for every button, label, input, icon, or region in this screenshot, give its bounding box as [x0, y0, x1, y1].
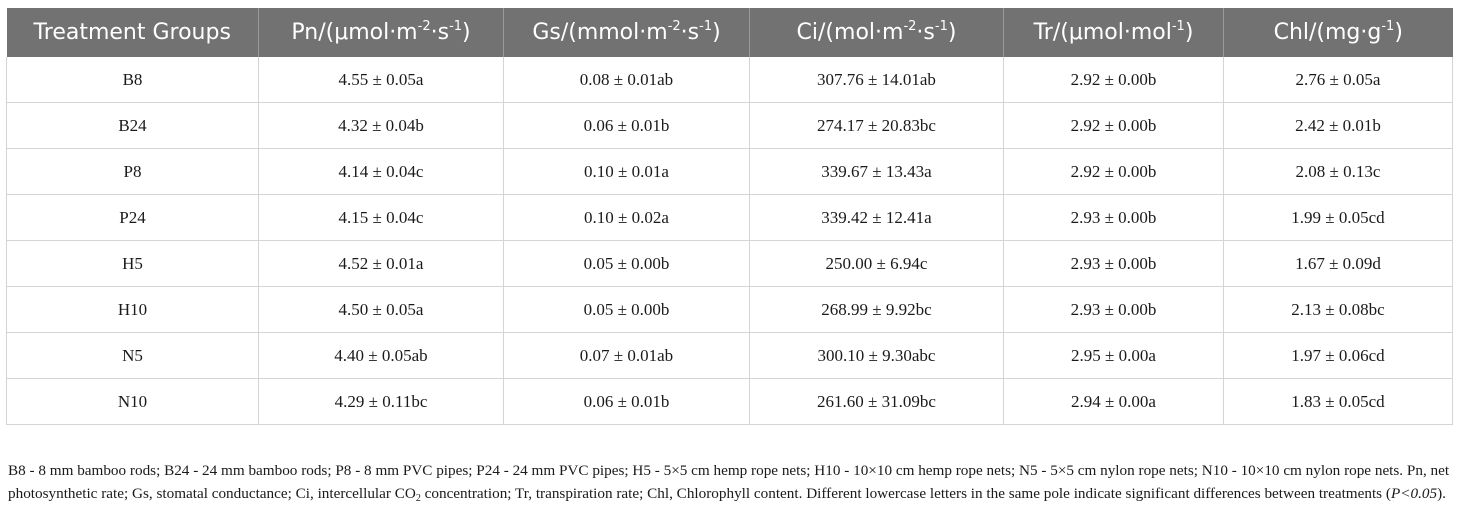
- measurement-cell: 4.40 ± 0.05ab: [258, 332, 504, 379]
- column-header-exponent: -1: [1381, 19, 1395, 34]
- footnote-text-main: B8 - 8 mm bamboo rods; B24 - 24 mm bambo…: [8, 462, 1450, 502]
- column-header-3: Ci/(mol·m-2·s-1): [749, 8, 1004, 57]
- column-header-exponent: -1: [1171, 19, 1185, 34]
- table-body: B8 4.55 ± 0.05a 0.08 ± 0.01ab 307.76 ± 14.0…: [6, 57, 1453, 425]
- column-header-5: Chl/(mg·g-1): [1223, 8, 1453, 57]
- table-row: N5 4.40 ± 0.05ab 0.07 ± 0.01ab 300.10 ± 9.3…: [6, 332, 1453, 379]
- measurement-cell: 2.92 ± 0.00b: [1003, 102, 1224, 149]
- measurement-cell: 4.52 ± 0.01a: [258, 240, 504, 287]
- column-header-exponent: -1: [449, 19, 463, 34]
- measurement-cell: 2.93 ± 0.00b: [1003, 240, 1224, 287]
- column-header-exponent: -2: [417, 19, 431, 34]
- measurement-cell: 0.06 ± 0.01b: [503, 102, 750, 149]
- measurement-cell: 4.50 ± 0.05a: [258, 286, 504, 333]
- footnote-text-continued: concentration; Tr, transpiration rate; C…: [420, 485, 1391, 502]
- column-header-unit-part: ): [1394, 20, 1403, 45]
- column-header-text: Gs/(mmol·m: [532, 20, 668, 45]
- measurement-cell: 0.10 ± 0.02a: [503, 194, 750, 241]
- column-header-unit-part: ): [462, 20, 471, 45]
- column-header-text: Ci/(mol·m: [796, 20, 904, 45]
- measurement-cell: 2.93 ± 0.00b: [1003, 286, 1224, 333]
- measurement-cell: 4.29 ± 0.11bc: [258, 378, 504, 425]
- measurement-cell: 0.08 ± 0.01ab: [503, 57, 750, 103]
- measurement-cell: 4.14 ± 0.04c: [258, 148, 504, 195]
- measurement-cell: 250.00 ± 6.94c: [749, 240, 1004, 287]
- column-header-unit-part: ·s: [916, 20, 935, 45]
- column-header-unit-part: ·s: [430, 20, 450, 45]
- measurement-cell: 0.05 ± 0.00b: [503, 240, 750, 287]
- measurement-cell: 339.42 ± 12.41a: [749, 194, 1004, 241]
- column-header-unit-part: ·s: [680, 20, 700, 45]
- column-header-text: Pn/(μmol·m: [291, 20, 418, 45]
- measurement-cell: 339.67 ± 13.43a: [749, 148, 1004, 195]
- measurement-cell: 2.76 ± 0.05a: [1223, 57, 1453, 103]
- column-header-unit-part: ): [712, 20, 721, 45]
- measurement-cell: 2.92 ± 0.00b: [1003, 148, 1224, 195]
- column-header-4: Tr/(μmol·mol-1): [1003, 8, 1224, 57]
- measurement-cell: 2.95 ± 0.00a: [1003, 332, 1224, 379]
- column-header-2: Gs/(mmol·m-2·s-1): [503, 8, 750, 57]
- table-row: B8 4.55 ± 0.05a 0.08 ± 0.01ab 307.76 ± 14.0…: [6, 57, 1453, 103]
- table-row: H5 4.52 ± 0.01a 0.05 ± 0.00b 250.00 ± 6.94c…: [6, 240, 1453, 287]
- measurement-cell: 1.67 ± 0.09d: [1223, 240, 1453, 287]
- treatment-group-cell: B24: [6, 102, 259, 149]
- table-row: P8 4.14 ± 0.04c 0.10 ± 0.01a 339.67 ± 13.43…: [6, 148, 1453, 195]
- treatment-group-cell: P8: [6, 148, 259, 195]
- table-row: P24 4.15 ± 0.04c 0.10 ± 0.02a 339.42 ± 12.4…: [6, 194, 1453, 241]
- results-table-container: Treatment Groups Pn/(μmol·m-2·s-1) Gs/(mmo…: [6, 8, 1453, 425]
- column-header-text: Chl/(mg·g: [1273, 20, 1382, 45]
- footnote-closing: ).: [1437, 485, 1446, 502]
- column-header-exponent: -1: [699, 19, 713, 34]
- measurement-cell: 1.99 ± 0.05cd: [1223, 194, 1453, 241]
- measurement-cell: 0.10 ± 0.01a: [503, 148, 750, 195]
- column-header-1: Pn/(μmol·m-2·s-1): [258, 8, 504, 57]
- measurement-cell: 4.32 ± 0.04b: [258, 102, 504, 149]
- p-value: P<0.05: [1390, 485, 1438, 502]
- measurement-cell: 307.76 ± 14.01ab: [749, 57, 1004, 103]
- treatment-group-cell: B8: [6, 57, 259, 103]
- column-header-0: Treatment Groups: [6, 8, 259, 57]
- treatment-group-cell: N5: [6, 332, 259, 379]
- table-row: B24 4.32 ± 0.04b 0.06 ± 0.01b 274.17 ± 20.8…: [6, 102, 1453, 149]
- measurement-cell: 0.07 ± 0.01ab: [503, 332, 750, 379]
- measurement-cell: 268.99 ± 9.92bc: [749, 286, 1004, 333]
- measurement-cell: 4.15 ± 0.04c: [258, 194, 504, 241]
- column-header-text: Tr/(μmol·mol: [1033, 20, 1172, 45]
- results-table: Treatment Groups Pn/(μmol·m-2·s-1) Gs/(mmo…: [6, 8, 1453, 425]
- table-row: N10 4.29 ± 0.11bc 0.06 ± 0.01b 261.60 ± 31.…: [6, 378, 1453, 425]
- header-row: Treatment Groups Pn/(μmol·m-2·s-1) Gs/(mmo…: [6, 8, 1453, 57]
- treatment-group-cell: H10: [6, 286, 259, 333]
- column-header-unit-part: ): [1184, 20, 1194, 45]
- measurement-cell: 1.97 ± 0.06cd: [1223, 332, 1453, 379]
- treatment-group-cell: P24: [6, 194, 259, 241]
- column-header-text: Treatment Groups: [33, 20, 231, 45]
- measurement-cell: 2.94 ± 0.00a: [1003, 378, 1224, 425]
- measurement-cell: 261.60 ± 31.09bc: [749, 378, 1004, 425]
- measurement-cell: 2.42 ± 0.01b: [1223, 102, 1453, 149]
- column-header-exponent: -1: [934, 19, 948, 34]
- measurement-cell: 2.08 ± 0.13c: [1223, 148, 1453, 195]
- co2-subscript: 2: [415, 493, 421, 504]
- measurement-cell: 2.93 ± 0.00b: [1003, 194, 1224, 241]
- measurement-cell: 274.17 ± 20.83bc: [749, 102, 1004, 149]
- measurement-cell: 2.13 ± 0.08bc: [1223, 286, 1453, 333]
- column-header-unit-part: ): [947, 20, 957, 45]
- measurement-cell: 1.83 ± 0.05cd: [1223, 378, 1453, 425]
- treatment-group-cell: H5: [6, 240, 259, 287]
- measurement-cell: 4.55 ± 0.05a: [258, 57, 504, 103]
- column-header-exponent: -2: [667, 19, 681, 34]
- measurement-cell: 300.10 ± 9.30abc: [749, 332, 1004, 379]
- table-footnote: B8 - 8 mm bamboo rods; B24 - 24 mm bambo…: [8, 459, 1454, 505]
- measurement-cell: 2.92 ± 0.00b: [1003, 57, 1224, 103]
- measurement-cell: 0.05 ± 0.00b: [503, 286, 750, 333]
- table-row: H10 4.50 ± 0.05a 0.05 ± 0.00b 268.99 ± 9.92…: [6, 286, 1453, 333]
- column-header-exponent: -2: [903, 19, 917, 34]
- treatment-group-cell: N10: [6, 378, 259, 425]
- measurement-cell: 0.06 ± 0.01b: [503, 378, 750, 425]
